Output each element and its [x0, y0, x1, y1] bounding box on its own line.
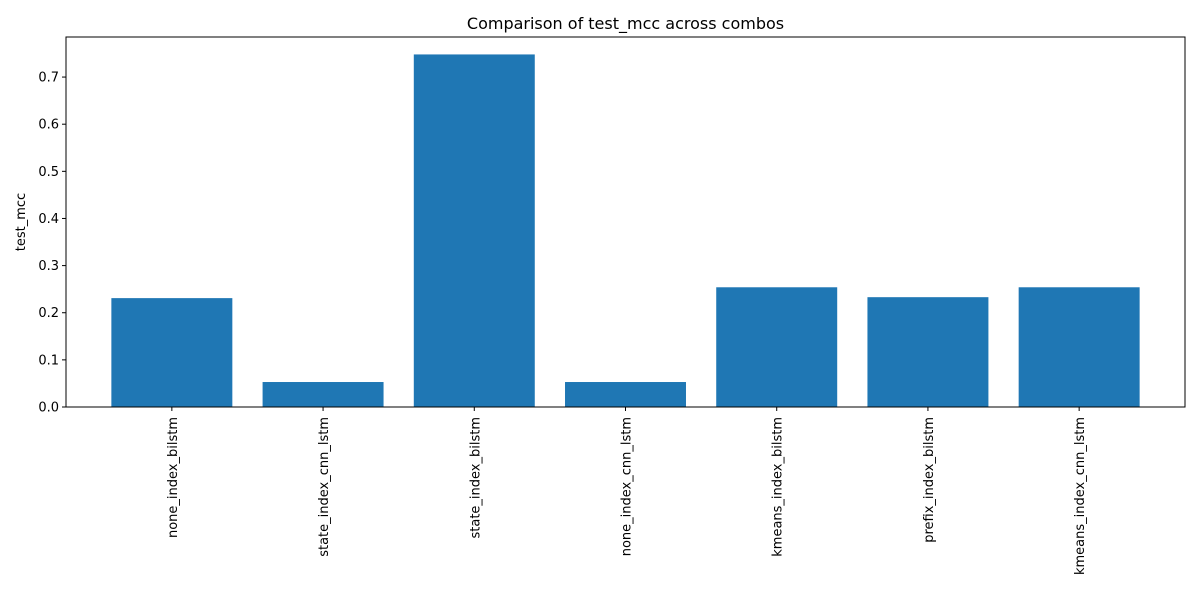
x-tick-label: none_index_cnn_lstm: [620, 417, 635, 556]
bar-state_index_cnn_lstm: [262, 382, 384, 407]
bar-none_index_bilstm: [111, 298, 233, 407]
y-tick-label: 0.5: [38, 165, 59, 180]
y-tick-label: 0.7: [38, 71, 59, 86]
x-tick-label: prefix_index_bilstm: [922, 417, 937, 543]
y-tick-label: 0.4: [38, 212, 59, 227]
y-tick-label: 0.0: [38, 401, 59, 416]
axes-frame: [65, 36, 1186, 408]
y-tick-label: 0.2: [38, 306, 59, 321]
bar-state_index_bilstm: [413, 54, 535, 408]
bar-prefix_index_bilstm: [867, 297, 989, 407]
y-tick-label: 0.3: [38, 259, 59, 274]
plot-area: none_index_bilstm state_index_cnn_lstm sta…: [38, 36, 1186, 575]
bar-none_index_cnn_lstm: [565, 382, 686, 407]
chart-title: Comparison of test_mcc across combos: [467, 14, 784, 34]
bar-kmeans_index_cnn_lstm: [1018, 287, 1140, 407]
x-tick-label: state_index_bilstm: [468, 417, 483, 539]
bar-kmeans_index_bilstm: [716, 287, 838, 407]
y-axis-label: test_mcc: [14, 193, 29, 251]
x-tick-label: state_index_cnn_lstm: [317, 417, 332, 557]
y-tick-label: 0.6: [38, 118, 59, 133]
x-tick-label: kmeans_index_bilstm: [771, 417, 786, 557]
y-tick-label: 0.1: [38, 353, 59, 368]
x-tick-label: none_index_bilstm: [166, 417, 181, 538]
x-tick-label: kmeans_index_cnn_lstm: [1073, 417, 1088, 575]
